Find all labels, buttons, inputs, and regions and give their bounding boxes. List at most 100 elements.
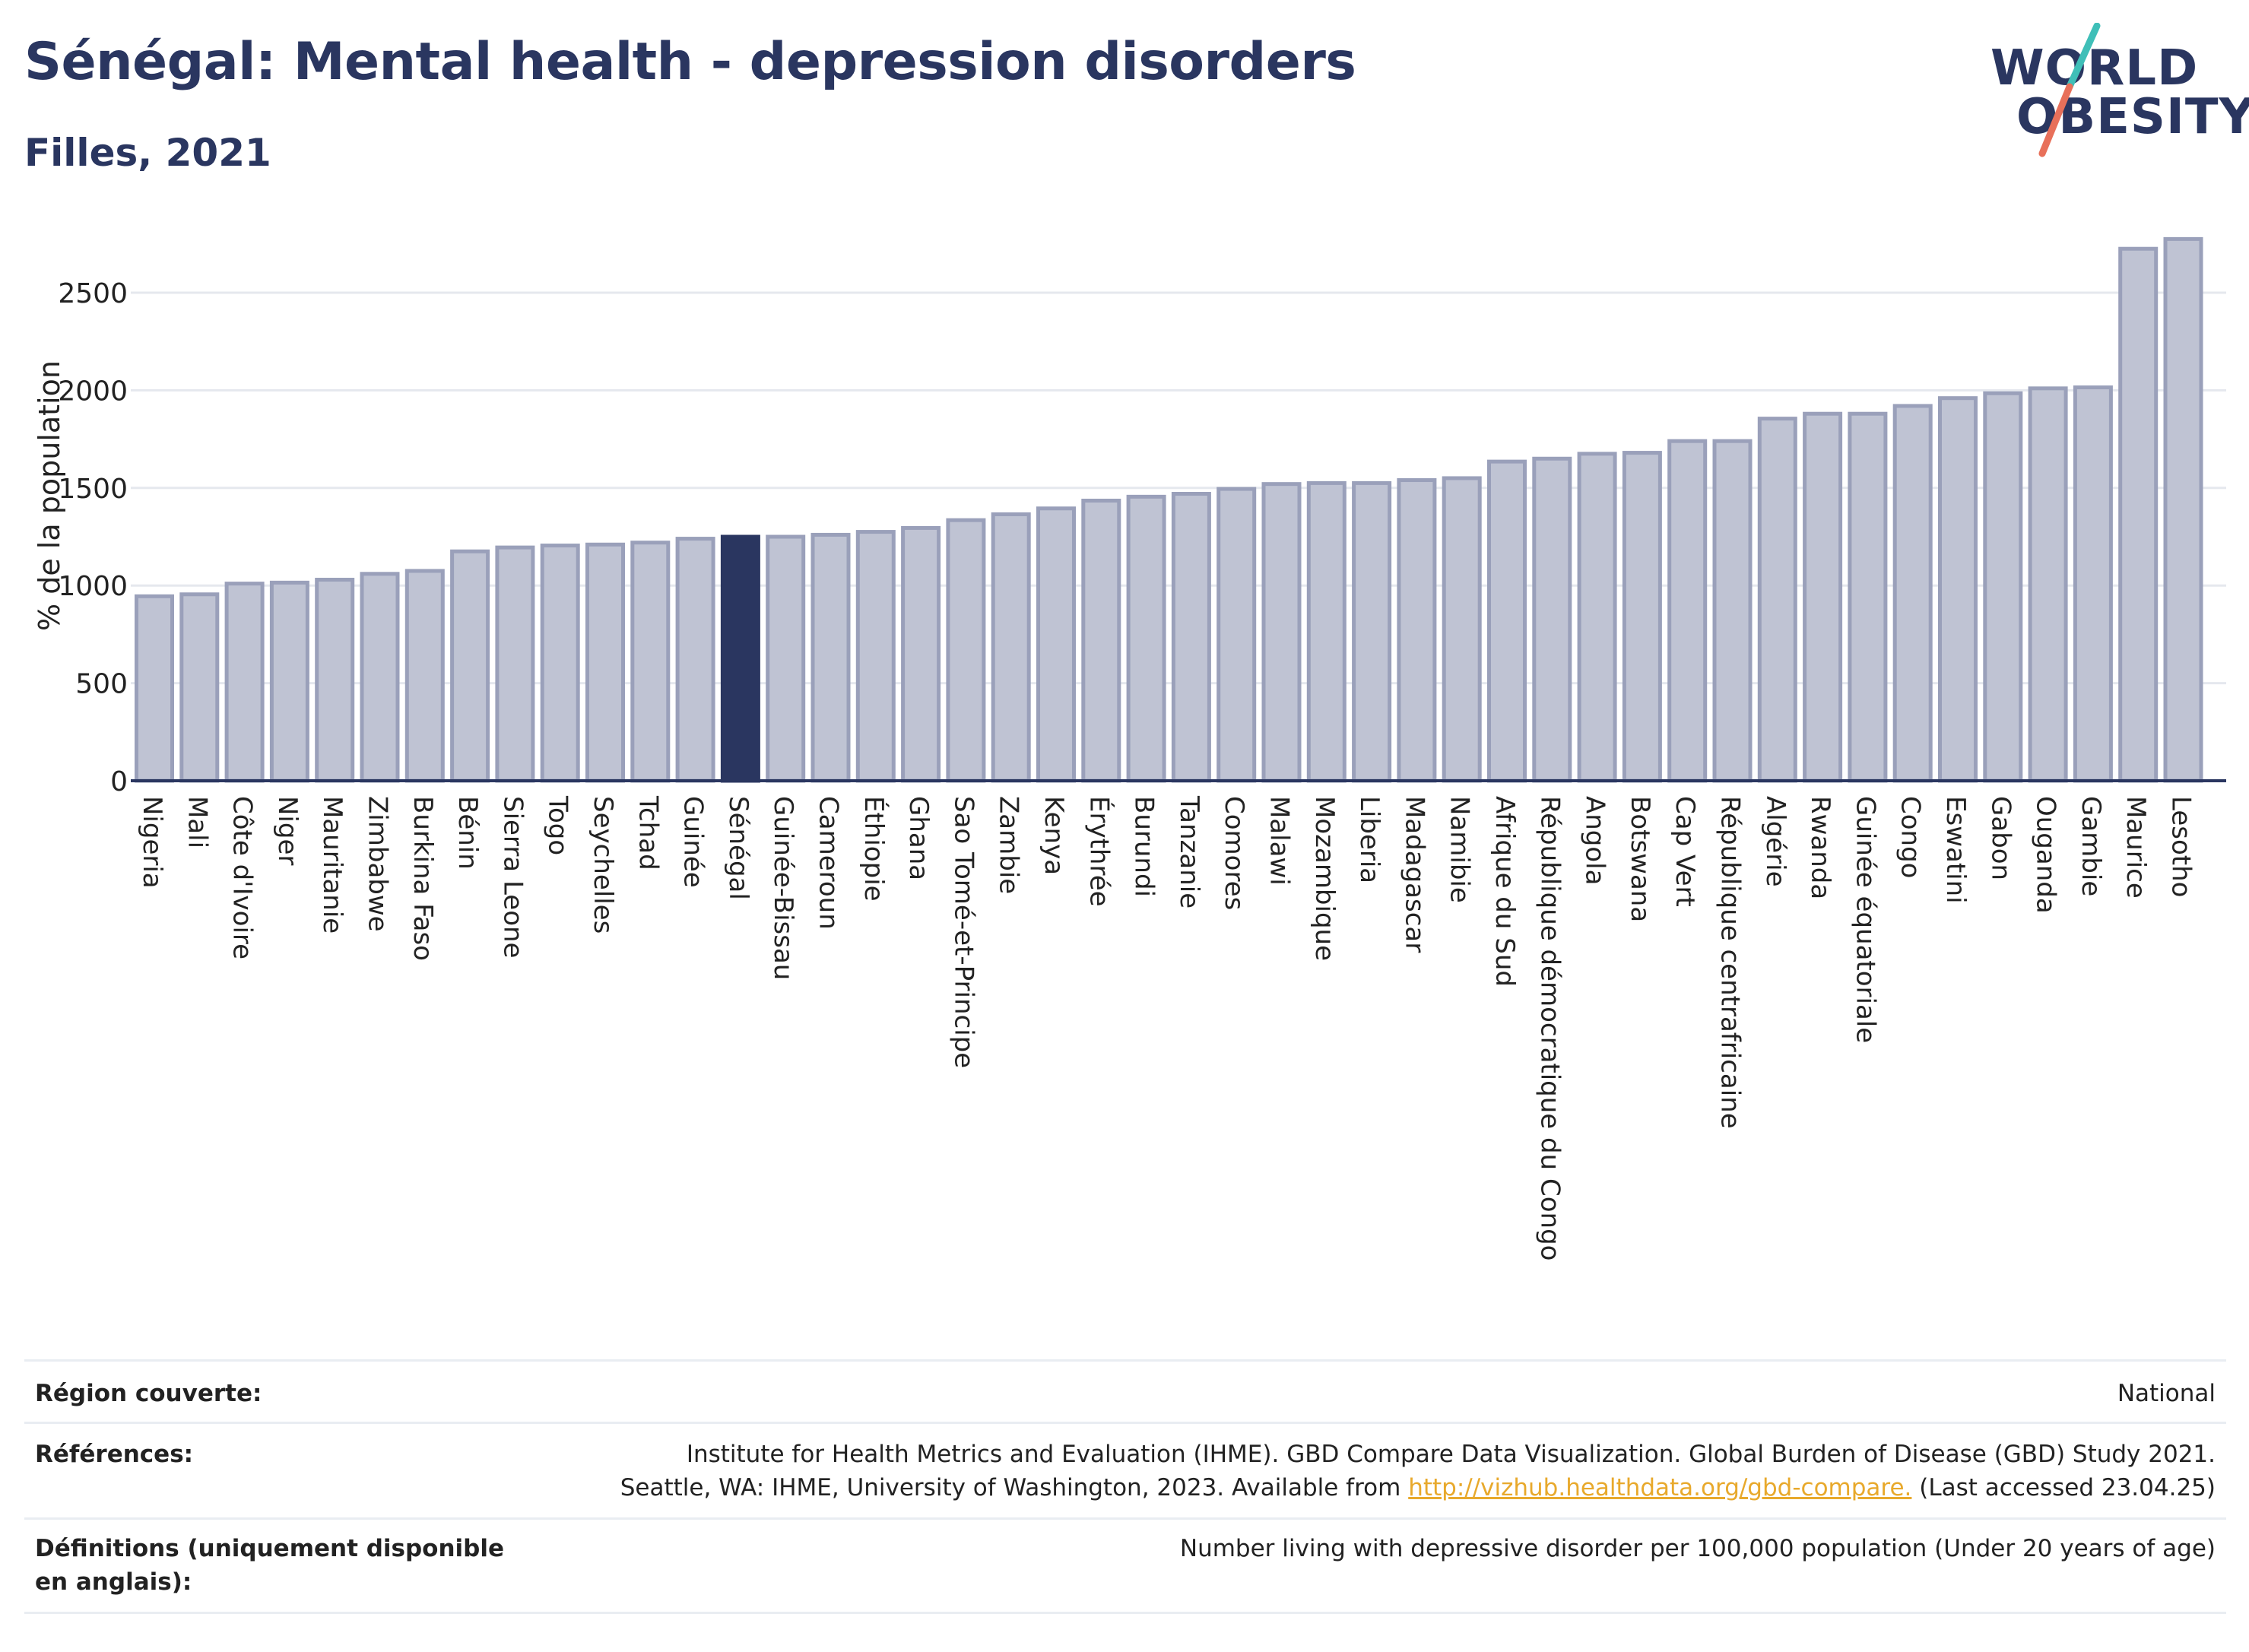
y-tick-label: 1500 xyxy=(58,474,128,505)
info-row-region: Région couverte: National xyxy=(24,1359,2226,1424)
bar xyxy=(224,582,265,783)
references-line1: Institute for Health Metrics and Evaluat… xyxy=(686,1441,2216,1468)
bar xyxy=(1216,487,1257,783)
bar xyxy=(1577,452,1617,783)
bar xyxy=(1036,506,1076,783)
chart-title: Sénégal: Mental health - depression diso… xyxy=(24,32,1356,92)
bar xyxy=(450,549,490,783)
region-label: Région couverte: xyxy=(35,1380,262,1407)
references-line2: Seattle, WA: IHME, University of Washing… xyxy=(620,1471,2216,1505)
bar-highlighted xyxy=(720,534,760,783)
x-tick-label: Bénin xyxy=(452,796,483,870)
bar xyxy=(269,580,309,783)
y-tick-label: 2000 xyxy=(58,376,128,407)
x-tick-label: Tanzanie xyxy=(1174,795,1204,908)
y-tick-label: 1000 xyxy=(58,571,128,602)
x-tick-label: Zambie xyxy=(994,796,1024,894)
x-tick-label: Namibie xyxy=(1445,796,1475,903)
x-tick-label: Madagascar xyxy=(1399,796,1429,953)
bar xyxy=(1442,476,1482,783)
x-tick-label: Tchad xyxy=(633,795,663,870)
axes: 0 500 1000 1500 2000 2500 xyxy=(58,278,2226,797)
x-tick-label: Lesotho xyxy=(2166,796,2197,897)
bar xyxy=(135,594,174,783)
references-line2-suffix: (Last accessed 23.04.25) xyxy=(1911,1474,2216,1501)
x-tick-label: Ghana xyxy=(903,796,934,880)
bar xyxy=(585,542,625,783)
bar xyxy=(2028,386,2068,783)
bar xyxy=(179,592,220,783)
bar xyxy=(1487,459,1527,783)
x-tick-label: Nigeria xyxy=(137,796,167,889)
x-tick-label: Sierra Leone xyxy=(497,796,528,958)
references-link[interactable]: http://vizhub.healthdata.org/gbd-compare… xyxy=(1408,1474,1912,1501)
x-tick-label: Érythrée xyxy=(1083,796,1115,907)
bar xyxy=(1081,498,1121,783)
info-row-definitions: Définitions (uniquement disponible en an… xyxy=(24,1517,2226,1614)
region-value: National xyxy=(2117,1380,2216,1407)
bar xyxy=(1126,494,1166,783)
x-tick-label: Mauritanie xyxy=(317,796,347,934)
x-tick-label: Cameroun xyxy=(814,796,844,930)
info-table-bottom-rule xyxy=(24,1612,2226,1614)
x-tick-label: Comores xyxy=(1219,796,1249,910)
x-tick-label: Congo xyxy=(1895,796,1926,878)
bar xyxy=(1397,478,1437,783)
x-tick-label: Sénégal xyxy=(723,796,753,900)
x-tick-label: Cap Vert xyxy=(1670,796,1700,907)
bar xyxy=(2073,385,2113,783)
bar xyxy=(1892,404,1933,783)
y-tick-label: 500 xyxy=(75,669,128,700)
bar xyxy=(630,541,671,783)
x-tick-label: Mali xyxy=(182,796,212,848)
bar xyxy=(2163,236,2203,783)
bar xyxy=(1622,451,1662,783)
bar xyxy=(2118,246,2159,783)
info-row-references: Références: Institute for Health Metrics… xyxy=(24,1422,2226,1520)
bar xyxy=(315,577,355,783)
x-tick-label: Gabon xyxy=(1985,796,2016,880)
definitions-label: Définitions (uniquement disponible en an… xyxy=(35,1535,505,1596)
x-tick-label: Burkina Faso xyxy=(408,796,438,961)
x-tick-label: Gambie xyxy=(2076,796,2106,896)
y-tick-label: 2500 xyxy=(58,278,128,309)
x-tick-label: Algérie xyxy=(1760,796,1791,887)
references-label: Références: xyxy=(35,1441,194,1468)
logo-slash-icon xyxy=(2038,23,2101,157)
x-tick-label: Zimbabwe xyxy=(363,796,393,932)
references-line2-prefix: Seattle, WA: IHME, University of Washing… xyxy=(620,1474,1409,1501)
bar xyxy=(855,530,896,783)
x-tick-label: République centrafricaine xyxy=(1715,796,1746,1129)
x-tick-label: Rwanda xyxy=(1805,796,1835,899)
bar xyxy=(1532,456,1572,783)
x-tick-label: Côte d'Ivoire xyxy=(227,796,258,959)
x-tick-label: Angola xyxy=(1580,796,1610,885)
chart-subtitle: Filles, 2021 xyxy=(24,131,271,175)
y-tick-label: 0 xyxy=(110,766,128,797)
bar xyxy=(1983,391,2023,783)
bar xyxy=(360,572,400,783)
bar xyxy=(1667,439,1708,783)
category-labels: Nigeria Mali Côte d'Ivoire Niger Mauritanie Z… xyxy=(137,795,2197,1260)
bar xyxy=(901,525,941,783)
x-tick-label: Guinée-Bissau xyxy=(768,796,798,980)
x-tick-label: Burundi xyxy=(1129,796,1159,897)
x-tick-label: République démocratique du Congo xyxy=(1534,796,1565,1260)
x-tick-label: Eswatini xyxy=(1940,796,1971,904)
x-tick-label: Guinée équatoriale xyxy=(1850,796,1880,1043)
y-axis-label: % de la population xyxy=(33,360,66,631)
x-tick-label: Liberia xyxy=(1354,796,1385,883)
bar xyxy=(991,512,1031,783)
x-tick-label: Kenya xyxy=(1039,796,1069,875)
x-tick-label: Sao Tomé-et-Principe xyxy=(948,796,979,1068)
x-tick-label: Éthiopie xyxy=(858,796,890,902)
bar xyxy=(1803,411,1843,783)
bar xyxy=(1261,482,1302,783)
bar xyxy=(1848,411,1888,783)
bar xyxy=(810,532,851,783)
bars xyxy=(135,236,2203,783)
definitions-value: Number living with depressive disorder p… xyxy=(1179,1535,2216,1562)
bar xyxy=(946,518,986,783)
x-tick-label: Mozambique xyxy=(1309,796,1340,961)
x-tick-label: Maurice xyxy=(2121,796,2151,899)
